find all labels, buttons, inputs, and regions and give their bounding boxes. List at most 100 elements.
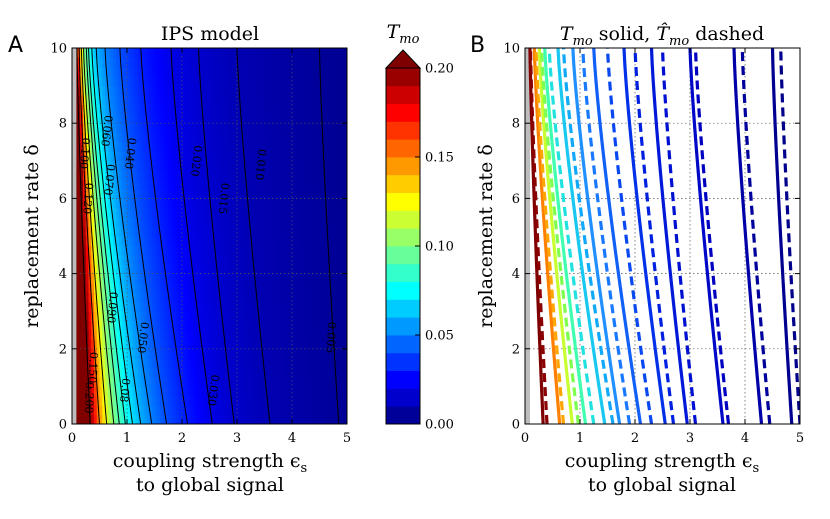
heatmap-cell — [209, 283, 213, 293]
heatmap-cell — [322, 179, 326, 190]
heatmap-cell — [149, 198, 153, 209]
heatmap-cell — [234, 283, 238, 293]
heatmap-cell — [226, 330, 230, 340]
heatmap-cell — [187, 292, 191, 303]
heatmap-cell — [198, 311, 202, 322]
heatmap-cell — [190, 386, 194, 397]
heatmap-cell — [151, 217, 156, 228]
heatmap-cell — [294, 386, 299, 397]
heatmap-cell — [231, 292, 235, 303]
heatmap-cell — [179, 301, 183, 312]
heatmap-cell — [118, 76, 123, 87]
heatmap-cell — [228, 207, 233, 218]
heatmap-cell — [223, 198, 227, 209]
heatmap-cell — [228, 254, 233, 265]
heatmap-cell — [151, 57, 156, 68]
heatmap-cell — [300, 264, 304, 275]
heatmap-cell — [256, 358, 260, 369]
heatmap-cell — [344, 179, 347, 190]
heatmap-cell — [270, 311, 274, 322]
heatmap-cell — [132, 85, 136, 96]
heatmap-cell — [217, 273, 222, 284]
heatmap-cell — [206, 170, 211, 181]
heatmap-cell — [193, 311, 197, 322]
heatmap-cell — [220, 132, 224, 143]
heatmap-cell — [245, 367, 249, 378]
heatmap-cell — [80, 236, 84, 246]
heatmap-cell — [107, 207, 112, 218]
heatmap-cell — [85, 179, 90, 190]
heatmap-cell — [270, 85, 274, 96]
heatmap-cell — [160, 123, 164, 134]
heatmap-cell — [297, 395, 301, 406]
heatmap-cell — [239, 273, 244, 284]
heatmap-cell — [336, 264, 340, 275]
heatmap-cell — [261, 207, 266, 218]
heatmap-cell — [322, 339, 326, 350]
heatmap-cell — [162, 414, 167, 424]
heatmap-cell — [319, 160, 323, 171]
heatmap-cell — [270, 339, 274, 350]
heatmap-cell — [173, 386, 178, 397]
heatmap-cell — [319, 151, 323, 162]
heatmap-cell — [201, 142, 205, 152]
heatmap-cell — [292, 358, 296, 369]
heatmap-cell — [143, 264, 147, 275]
heatmap-cell — [129, 123, 134, 134]
heatmap-cell — [248, 113, 252, 124]
heatmap-cell — [228, 330, 233, 340]
heatmap-cell — [157, 245, 161, 256]
heatmap-cell — [314, 339, 318, 350]
heatmap-cell — [336, 198, 340, 209]
heatmap-cell — [267, 226, 271, 237]
heatmap-cell — [308, 367, 312, 378]
heatmap-cell — [272, 377, 277, 387]
heatmap-cell — [327, 123, 332, 134]
heatmap-cell — [91, 254, 95, 265]
heatmap-cell — [272, 179, 277, 190]
heatmap-cell — [308, 301, 312, 312]
heatmap-cell — [151, 179, 156, 190]
heatmap-cell — [234, 170, 238, 181]
heatmap-cell — [264, 142, 268, 152]
heatmap-cell — [204, 339, 208, 350]
heatmap-cell — [253, 405, 257, 416]
heatmap-cell — [245, 395, 249, 406]
heatmap-cell — [231, 330, 235, 340]
heatmap-cell — [231, 414, 235, 424]
heatmap-cell — [316, 245, 321, 256]
heatmap-cell — [289, 283, 293, 293]
heatmap-cell — [171, 132, 175, 143]
heatmap-cell — [193, 320, 197, 331]
heatmap-cell — [289, 245, 293, 256]
heatmap-cell — [341, 226, 345, 237]
heatmap-cell — [110, 151, 114, 162]
heatmap-cell — [176, 367, 180, 378]
heatmap-cell — [102, 348, 106, 359]
heatmap-cell — [212, 66, 216, 77]
heatmap-cell — [270, 189, 274, 199]
heatmap-cell — [149, 283, 153, 293]
heatmap-cell — [239, 151, 244, 162]
heatmap-cell — [154, 189, 158, 199]
heatmap-cell — [129, 85, 134, 96]
heatmap-cell — [88, 320, 92, 331]
heatmap-cell — [256, 66, 260, 77]
heatmap-cell — [305, 301, 310, 312]
heatmap-cell — [176, 405, 180, 416]
heatmap-cell — [327, 66, 332, 77]
panel-a-ylabel: replacement rate δ — [21, 144, 43, 328]
heatmap-cell — [160, 339, 164, 350]
heatmap-cell — [91, 132, 95, 143]
heatmap-cell — [248, 48, 252, 58]
heatmap-cell — [327, 395, 332, 406]
heatmap-cell — [297, 170, 301, 181]
heatmap-cell — [140, 405, 145, 416]
heatmap-cell — [325, 189, 329, 199]
heatmap-cell — [162, 113, 167, 124]
heatmap-cell — [272, 113, 277, 124]
heatmap-cell — [116, 207, 120, 218]
y-tick-label: 4 — [59, 267, 67, 282]
heatmap-cell — [77, 405, 81, 416]
heatmap-cell — [333, 367, 337, 378]
